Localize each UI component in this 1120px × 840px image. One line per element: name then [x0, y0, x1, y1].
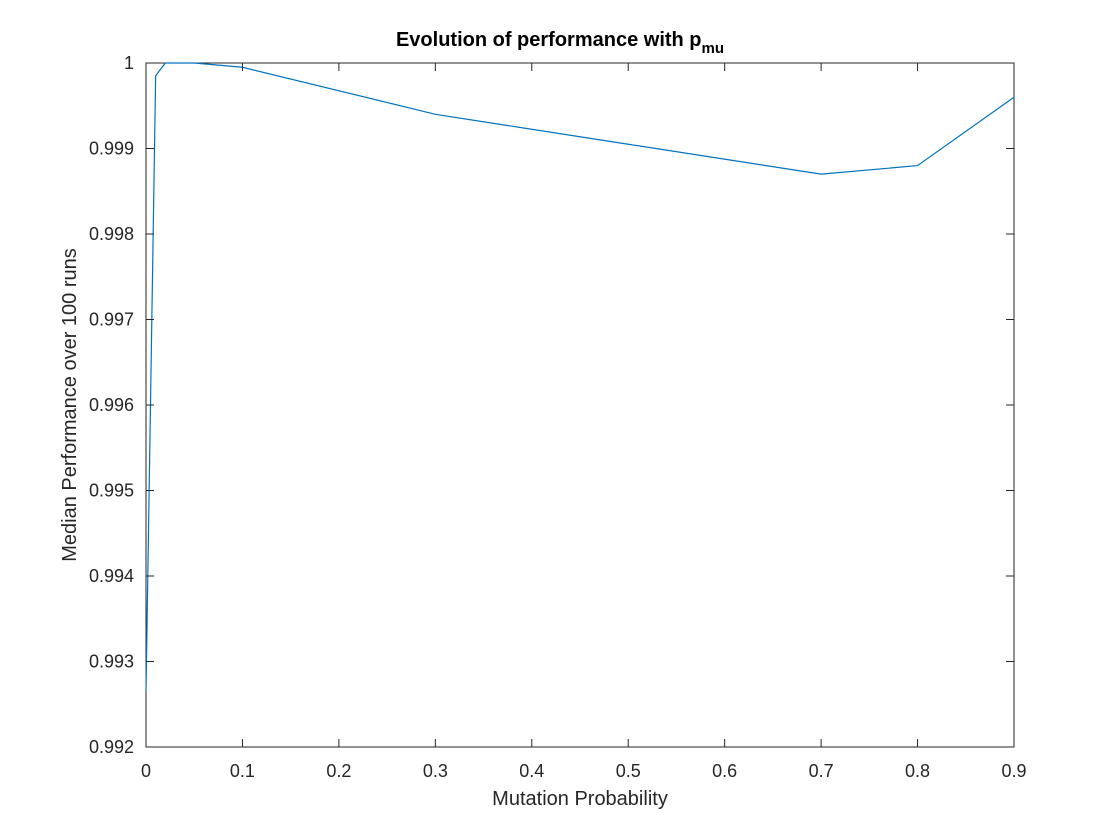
x-tick-label: 0.4	[519, 761, 544, 781]
plot-area-box	[145, 62, 1015, 748]
chart-title: Evolution of performance with pmu	[396, 29, 724, 57]
y-tick-label: 0.999	[89, 139, 134, 159]
x-tick-label: 0.1	[230, 761, 255, 781]
x-tick-label: 0.8	[905, 761, 930, 781]
x-tick-label: 0.6	[712, 761, 737, 781]
x-axis-label: Mutation Probability	[492, 788, 668, 810]
chart-title-subscript: mu	[702, 40, 725, 57]
series-group	[145, 62, 1015, 692]
x-tick-label: 0	[141, 761, 151, 781]
x-tick-label: 0.3	[423, 761, 448, 781]
y-tick-label: 0.995	[89, 481, 134, 501]
x-tick-label: 0.2	[326, 761, 351, 781]
y-axis-label: Median Performance over 100 runs	[59, 248, 81, 562]
y-tick-label: 0.992	[89, 737, 134, 757]
axes	[145, 62, 1015, 748]
y-tick-label: 1	[124, 53, 134, 73]
x-tick-label: 0.7	[809, 761, 834, 781]
y-tick-label: 0.997	[89, 310, 134, 330]
series-line	[145, 62, 1015, 692]
y-tick-label: 0.996	[89, 395, 134, 415]
ticks: 0 0.1 0.2 0.3 0.4 0.5 0.6 0.7 0.8 0.9 0.992 0.993 0.…	[89, 53, 1027, 781]
y-tick-label: 0.994	[89, 566, 134, 586]
x-tick-label: 0.9	[1001, 761, 1026, 781]
x-tick-label: 0.5	[616, 761, 641, 781]
y-tick-label: 0.993	[89, 652, 134, 672]
y-tick-label: 0.998	[89, 224, 134, 244]
